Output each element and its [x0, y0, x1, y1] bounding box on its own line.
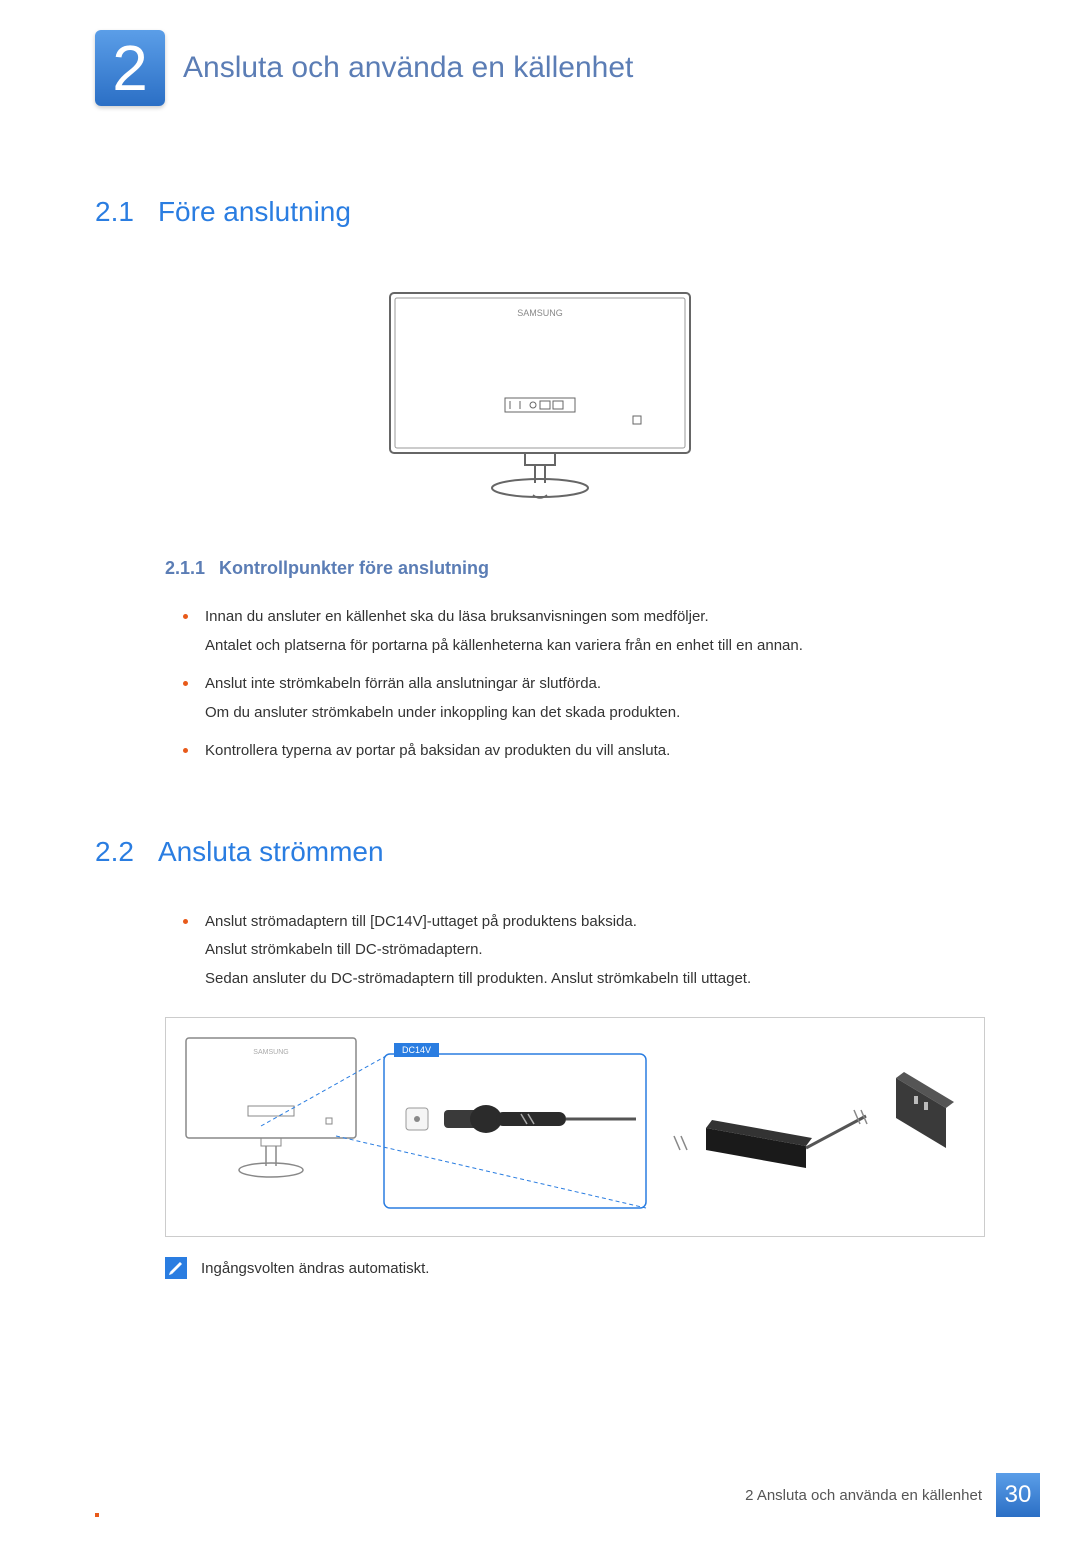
note-row: Ingångsvolten ändras automatiskt. — [165, 1257, 985, 1279]
list-text: Innan du ansluter en källenhet ska du lä… — [205, 608, 709, 625]
monitor-brand-label: SAMSUNG — [253, 1049, 288, 1056]
page-footer: 2 Ansluta och använda en källenhet 30 — [0, 1473, 1080, 1517]
section-title: Ansluta strömmen — [158, 836, 384, 868]
list-text: Anslut strömadaptern till [DC14V]-uttage… — [205, 913, 637, 930]
monitor-brand-label: SAMSUNG — [517, 308, 563, 318]
list-item: Anslut inte strömkabeln förrän alla ansl… — [183, 670, 985, 727]
note-text: Ingångsvolten ändras automatiskt. — [201, 1260, 429, 1277]
chapter-header: 2 Ansluta och använda en källenhet — [95, 30, 1080, 106]
dc-voltage-label: DC14V — [394, 1043, 439, 1057]
list-text: Om du ansluter strömkabeln under inkoppl… — [205, 699, 985, 728]
list-text: Antalet och platserna för portarna på kä… — [205, 632, 985, 661]
section-heading: 2.1 Före anslutning — [95, 196, 985, 228]
list-item: Kontrollera typerna av portar på baksida… — [183, 737, 985, 766]
list-text: Kontrollera typerna av portar på baksida… — [205, 742, 670, 759]
section-2-2: 2.2 Ansluta strömmen Anslut strömadapter… — [95, 836, 985, 1280]
subsection-title: Kontrollpunkter före anslutning — [219, 558, 489, 579]
list-text: Anslut inte strömkabeln förrän alla ansl… — [205, 675, 601, 692]
section-title: Före anslutning — [158, 196, 351, 228]
chapter-number: 2 — [112, 31, 148, 105]
page-number: 30 — [1005, 1481, 1032, 1509]
power-connection-icon: SAMSUNG — [166, 1018, 986, 1238]
page: 2 Ansluta och använda en källenhet 2.1 F… — [0, 30, 1080, 1557]
monitor-rear-figure: SAMSUNG — [385, 288, 695, 508]
list-item: Innan du ansluter en källenhet ska du lä… — [183, 603, 985, 660]
chapter-number-box: 2 — [95, 30, 165, 106]
monitor-rear-icon: SAMSUNG — [385, 288, 695, 508]
subsection-heading: 2.1.1 Kontrollpunkter före anslutning — [165, 558, 985, 579]
note-icon — [165, 1257, 187, 1279]
list-text: Sedan ansluter du DC-strömadaptern till … — [205, 965, 985, 994]
power-steps-list: Anslut strömadaptern till [DC14V]-uttage… — [183, 908, 985, 994]
section-heading: 2.2 Ansluta strömmen — [95, 836, 985, 868]
footer-accent-bar — [95, 1513, 99, 1517]
section-2-1: 2.1 Före anslutning SAMSUNG — [95, 196, 985, 766]
section-number: 2.2 — [95, 836, 134, 868]
page-number-box: 30 — [996, 1473, 1040, 1517]
footer-text: 2 Ansluta och använda en källenhet — [745, 1487, 982, 1504]
list-item: Anslut strömadaptern till [DC14V]-uttage… — [183, 908, 985, 994]
checkpoints-list: Innan du ansluter en källenhet ska du lä… — [165, 603, 985, 766]
section-number: 2.1 — [95, 196, 134, 228]
subsection-2-1-1: 2.1.1 Kontrollpunkter före anslutning In… — [165, 558, 985, 766]
chapter-title: Ansluta och använda en källenhet — [183, 51, 633, 85]
subsection-number: 2.1.1 — [165, 558, 205, 579]
list-text: Anslut strömkabeln till DC-strömadaptern… — [205, 936, 985, 965]
power-connection-figure: SAMSUNG — [165, 1017, 985, 1237]
